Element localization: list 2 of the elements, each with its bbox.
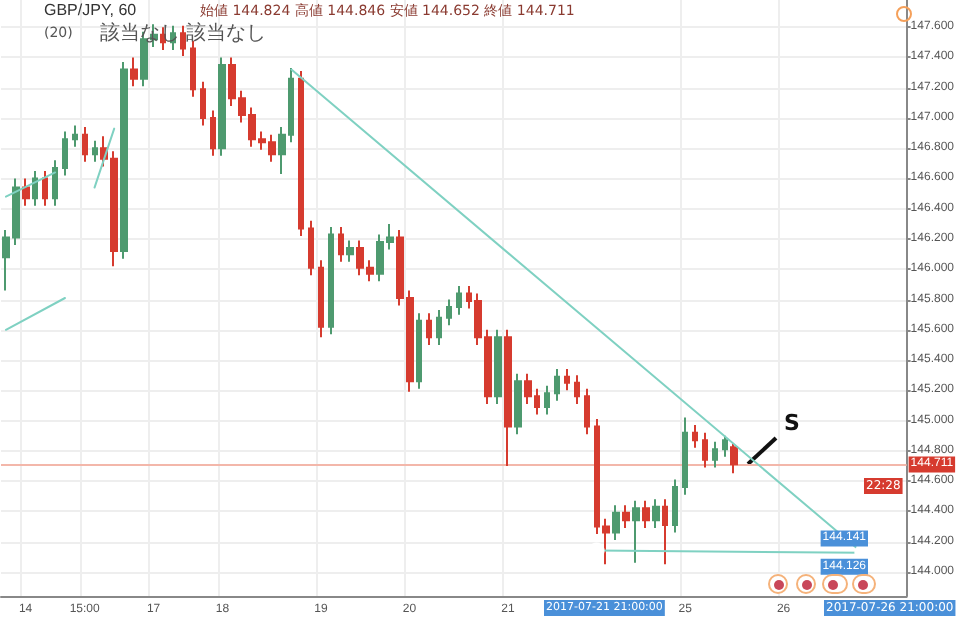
chart-title: GBP/JPY, 60 — [44, 1, 138, 19]
annotation: S — [784, 410, 800, 436]
